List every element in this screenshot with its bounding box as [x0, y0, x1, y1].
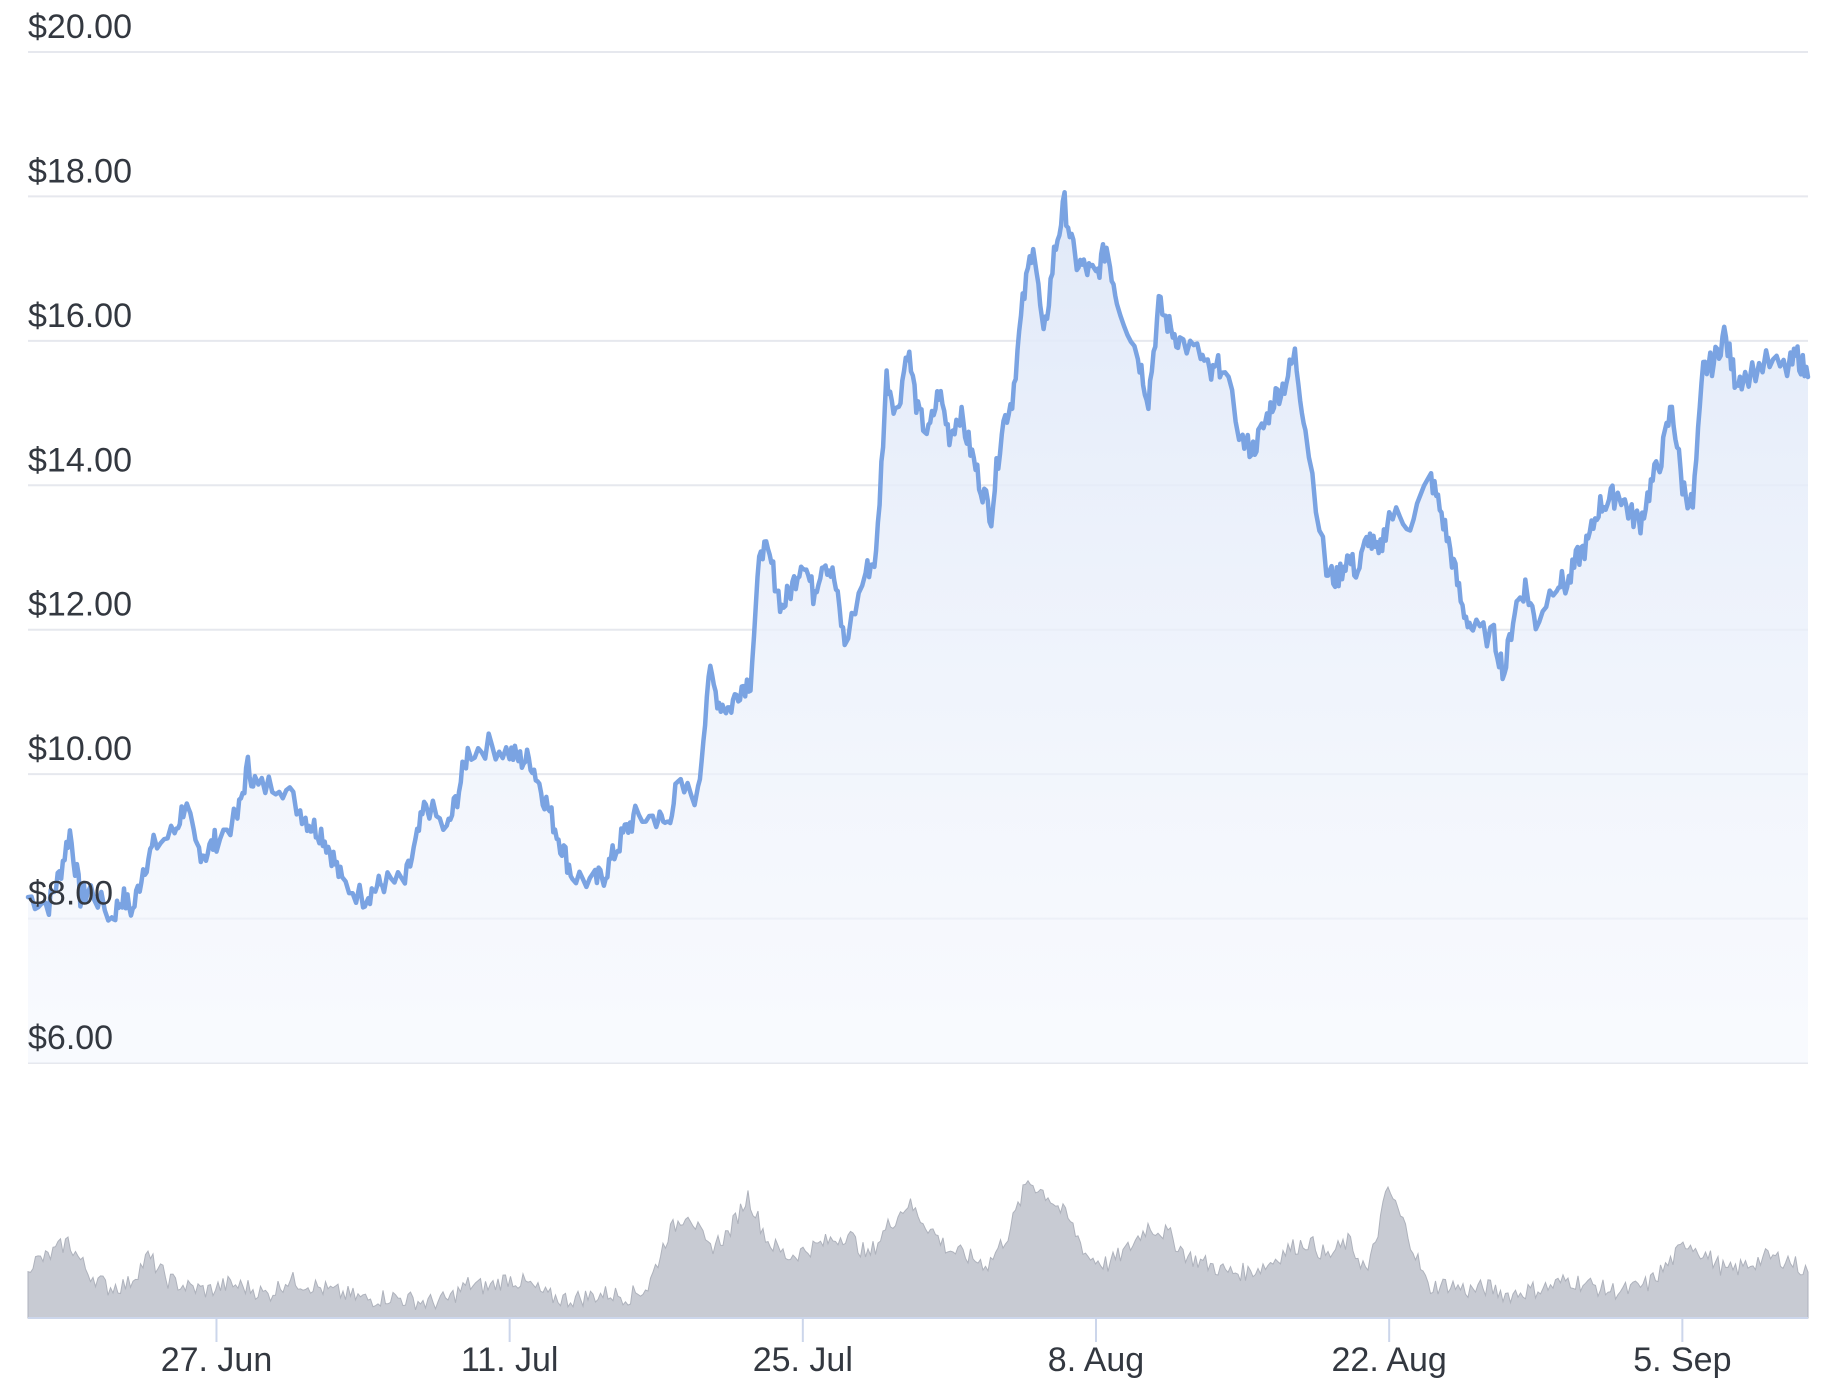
- x-tick-label: 5. Sep: [1633, 1341, 1731, 1379]
- y-tick-label: $6.00: [28, 1019, 113, 1057]
- x-tick-label: 27. Jun: [161, 1341, 273, 1379]
- x-tick-label: 22. Aug: [1332, 1341, 1447, 1379]
- price-line: [25, 190, 1811, 923]
- y-tick-label: $16.00: [28, 297, 132, 335]
- y-tick-label: $14.00: [28, 441, 132, 479]
- y-tick-label: $20.00: [28, 8, 132, 46]
- x-tick-label: 11. Jul: [461, 1341, 559, 1379]
- y-axis-labels: $6.00 $8.00 $10.00 $12.00 $14.00 $16.00 $18.00…: [28, 8, 132, 1057]
- price-line-series: [25, 190, 1811, 923]
- y-tick-label: $18.00: [28, 152, 132, 190]
- volume-area: [27, 1179, 1809, 1319]
- x-tick-label: 8. Aug: [1048, 1341, 1144, 1379]
- x-tick-label: 25. Jul: [753, 1341, 853, 1379]
- y-tick-label: $12.00: [28, 586, 132, 624]
- price-area: [28, 192, 1808, 1064]
- price-area-fill: [28, 192, 1808, 1064]
- x-axis: 27. Jun 11. Jul 25. Jul 8. Aug 22. Aug 5. Sep: [28, 1317, 1808, 1379]
- volume-series: [27, 1179, 1809, 1319]
- y-tick-label: $8.00: [28, 875, 113, 913]
- y-tick-label: $10.00: [28, 730, 132, 768]
